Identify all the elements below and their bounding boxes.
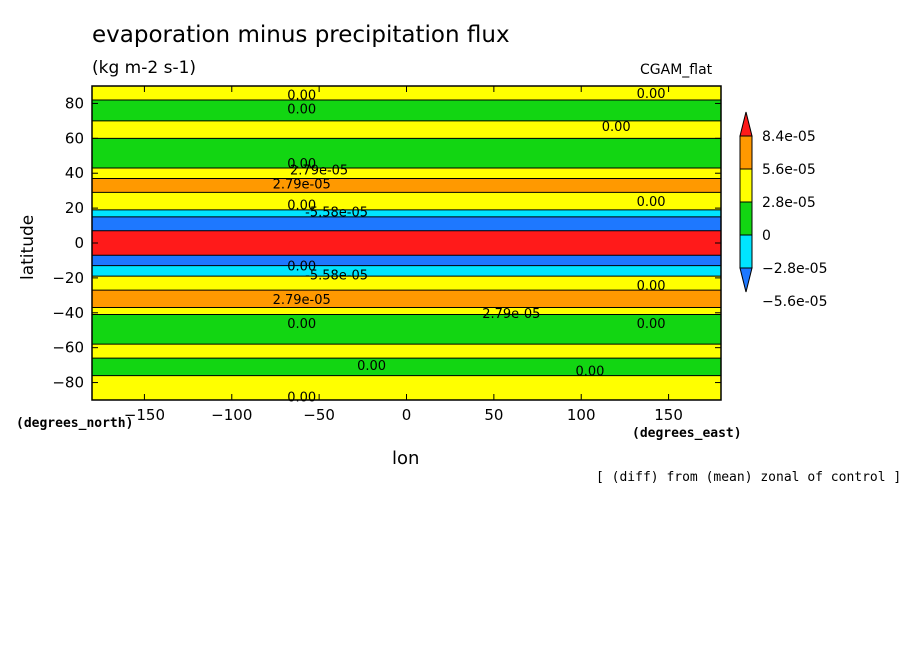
contour-labels: 0.000.000.000.000.002.79e-052.79e-050.00… xyxy=(273,87,666,406)
band-14 xyxy=(92,307,721,315)
band-0 xyxy=(92,86,721,100)
contour-label: 0.00 xyxy=(357,359,386,374)
chart-units: (kg m-2 s-1) xyxy=(92,58,197,78)
contour-label: 2.79e-05 xyxy=(482,307,540,322)
colorbar-bottom-triangle xyxy=(739,267,753,293)
band-12 xyxy=(92,276,721,291)
colorbar-label: 5.6e-05 xyxy=(762,162,816,178)
contour-label: 0.00 xyxy=(287,199,316,214)
band-5 xyxy=(92,178,721,193)
contour-label: 0.00 xyxy=(637,279,666,294)
diff-note: [ (diff) from (mean) zonal of control ] xyxy=(596,470,902,485)
x-tick-label: 0 xyxy=(402,406,412,424)
contour-label: 2.79e-05 xyxy=(290,164,348,179)
colorbar-top-triangle xyxy=(739,111,753,137)
band-11 xyxy=(92,265,721,277)
x-tick-label: −100 xyxy=(211,406,252,424)
contour-label: 0.00 xyxy=(637,87,666,102)
y-tick-label: 80 xyxy=(65,94,84,112)
y-tick-label: 0 xyxy=(74,234,84,252)
x-axis-ticks: −150 −100 −50 0 50 100 150 xyxy=(124,86,683,424)
band-3 xyxy=(92,138,721,168)
x-tick-label: 50 xyxy=(484,406,503,424)
x-tick-label: 100 xyxy=(567,406,596,424)
band-6 xyxy=(92,192,721,210)
band-16 xyxy=(92,344,721,359)
band-4 xyxy=(92,167,721,179)
y-tick-label: 60 xyxy=(65,129,84,147)
contour-label: 0.00 xyxy=(287,157,316,172)
contour-label: -5.58e-05 xyxy=(305,268,368,283)
colorbar-label: 0 xyxy=(762,228,771,244)
contour-label: 2.79e-05 xyxy=(273,178,331,193)
band-17 xyxy=(92,358,721,376)
filled-bands xyxy=(92,86,721,400)
colorbar-label: 2.8e-05 xyxy=(762,195,816,211)
y-tick-label: 40 xyxy=(65,164,84,182)
colorbar-label: −2.8e-05 xyxy=(762,261,827,277)
colorbar-label: 8.4e-05 xyxy=(762,129,816,145)
band-8 xyxy=(92,216,721,231)
y-tick-label: −40 xyxy=(52,304,84,322)
x-tick-label: 150 xyxy=(654,406,683,424)
colorbar-label: −5.6e-05 xyxy=(762,294,827,310)
contour-label: 0.00 xyxy=(637,317,666,332)
contour-label: 2.79e-05 xyxy=(273,293,331,308)
band-2 xyxy=(92,120,721,139)
contour-label: 0.00 xyxy=(287,317,316,332)
contour-label: 0.00 xyxy=(575,364,604,379)
y-tick-label: −80 xyxy=(52,374,84,392)
band-1 xyxy=(92,99,721,121)
chart-title: evaporation minus precipitation flux xyxy=(92,22,510,48)
contour-label: -5.58e-05 xyxy=(305,206,368,221)
colorbar-segment xyxy=(739,201,753,236)
model-name: CGAM_flat xyxy=(640,62,713,78)
y-axis-units: (degrees_north) xyxy=(16,416,134,431)
y-tick-label: −20 xyxy=(52,269,84,287)
y-axis-ticks: −80 −60 −40 −20 0 20 40 60 80 xyxy=(52,94,721,392)
y-tick-label: 20 xyxy=(65,199,84,217)
band-9 xyxy=(92,230,721,256)
x-tick-label: −150 xyxy=(124,406,165,424)
contour-label: 0.00 xyxy=(287,391,316,406)
x-axis-units: (degrees_east) xyxy=(632,426,742,441)
contour-lines xyxy=(92,99,721,401)
x-tick-label: −50 xyxy=(303,406,335,424)
band-13 xyxy=(92,290,721,308)
band-7 xyxy=(92,209,721,217)
colorbar-segment xyxy=(739,135,753,170)
contour-label: 0.00 xyxy=(602,120,631,135)
colorbar: 8.4e-05 5.6e-05 2.8e-05 0 −2.8e-05 −5.6e-05 xyxy=(739,111,827,310)
contour-label: 0.00 xyxy=(637,195,666,210)
contour-label: 0.00 xyxy=(287,260,316,275)
colorbar-segment xyxy=(739,168,753,203)
colorbar-segment xyxy=(739,234,753,269)
band-15 xyxy=(92,314,721,345)
contour-label: 0.00 xyxy=(287,103,316,118)
y-tick-label: −60 xyxy=(52,339,84,357)
contour-label: 0.00 xyxy=(287,89,316,104)
band-10 xyxy=(92,255,721,266)
x-axis-label: lon xyxy=(392,448,420,469)
